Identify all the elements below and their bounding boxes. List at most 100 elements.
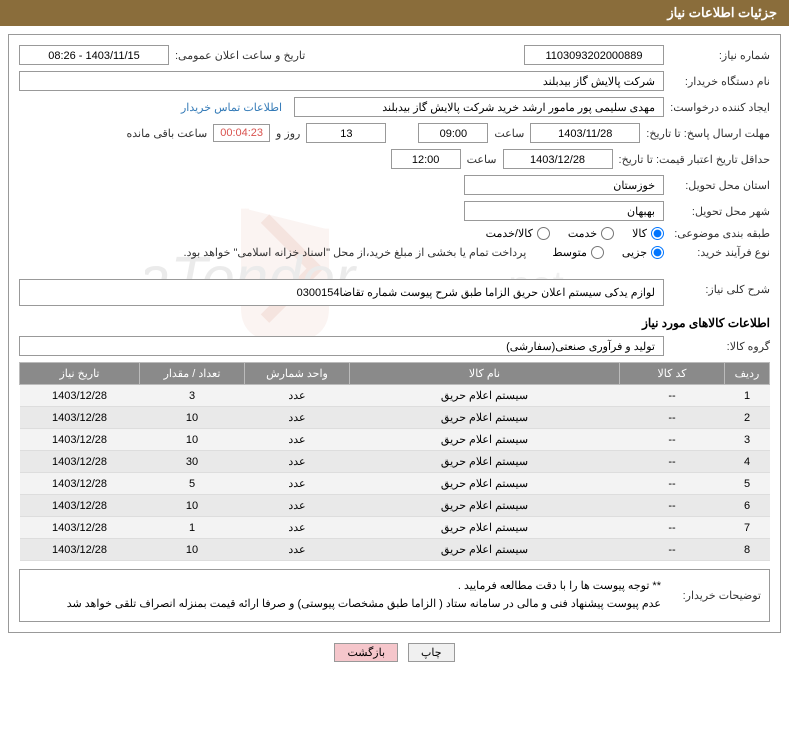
remaining-label: ساعت باقی مانده <box>126 127 207 140</box>
goods-group-value: تولید و فرآوری صنعتی(سفارشی) <box>19 336 664 356</box>
table-cell: -- <box>620 451 725 473</box>
table-cell: عدد <box>245 539 350 561</box>
goods-info-title: اطلاعات کالاهای مورد نیاز <box>19 316 770 330</box>
table-row: 7--سیستم اعلام حریقعدد11403/12/28 <box>20 517 770 539</box>
table-cell: 1403/12/28 <box>20 407 140 429</box>
public-datetime-label: تاریخ و ساعت اعلان عمومی: <box>175 49 305 62</box>
process-option[interactable]: جزیی <box>622 246 664 259</box>
buyer-contact-link[interactable]: اطلاعات تماس خریدار <box>181 101 282 114</box>
table-cell: 5 <box>140 473 245 495</box>
response-time-value: 09:00 <box>418 123 488 143</box>
table-cell: 1403/12/28 <box>20 539 140 561</box>
process-radio-group: جزیی متوسط <box>552 246 664 259</box>
table-row: 6--سیستم اعلام حریقعدد101403/12/28 <box>20 495 770 517</box>
table-cell: -- <box>620 473 725 495</box>
table-cell: 1403/12/28 <box>20 473 140 495</box>
table-cell: -- <box>620 407 725 429</box>
process-label: نوع فرآیند خرید: <box>670 246 770 259</box>
table-cell: عدد <box>245 495 350 517</box>
city-value: بهبهان <box>464 201 664 221</box>
province-label: استان محل تحویل: <box>670 179 770 192</box>
table-cell: 1403/12/28 <box>20 385 140 407</box>
goods-table: ردیفکد کالانام کالاواحد شمارشتعداد / مقد… <box>19 362 770 561</box>
table-row: 5--سیستم اعلام حریقعدد51403/12/28 <box>20 473 770 495</box>
table-cell: 2 <box>725 407 770 429</box>
table-cell: 4 <box>725 451 770 473</box>
table-cell: سیستم اعلام حریق <box>350 495 620 517</box>
process-option[interactable]: متوسط <box>552 246 604 259</box>
category-label: طبقه بندی موضوعی: <box>670 227 770 240</box>
back-button[interactable]: بازگشت <box>334 643 398 662</box>
table-cell: 1 <box>140 517 245 539</box>
days-and-label: روز و <box>276 127 300 140</box>
table-cell: 1403/12/28 <box>20 429 140 451</box>
category-option[interactable]: کالا/خدمت <box>486 227 550 240</box>
table-cell: 3 <box>725 429 770 451</box>
table-cell: عدد <box>245 429 350 451</box>
category-option[interactable]: خدمت <box>568 227 614 240</box>
table-row: 1--سیستم اعلام حریقعدد31403/12/28 <box>20 385 770 407</box>
table-cell: -- <box>620 539 725 561</box>
requester-label: ایجاد کننده درخواست: <box>670 101 770 114</box>
table-header: واحد شمارش <box>245 363 350 385</box>
table-cell: 8 <box>725 539 770 561</box>
table-cell: 1403/12/28 <box>20 495 140 517</box>
table-cell: سیستم اعلام حریق <box>350 451 620 473</box>
table-cell: عدد <box>245 385 350 407</box>
table-row: 4--سیستم اعلام حریقعدد301403/12/28 <box>20 451 770 473</box>
price-validity-label: حداقل تاریخ اعتبار قیمت: تا تاریخ: <box>619 153 770 166</box>
table-cell: سیستم اعلام حریق <box>350 429 620 451</box>
days-left-value: 13 <box>306 123 386 143</box>
province-value: خوزستان <box>464 175 664 195</box>
table-cell: -- <box>620 495 725 517</box>
table-cell: 30 <box>140 451 245 473</box>
need-no-label: شماره نیاز: <box>670 49 770 62</box>
table-cell: 1403/12/28 <box>20 451 140 473</box>
table-cell: سیستم اعلام حریق <box>350 517 620 539</box>
price-date-value: 1403/12/28 <box>503 149 613 169</box>
table-cell: سیستم اعلام حریق <box>350 473 620 495</box>
buyer-notes-label: توضیحات خریدار: <box>671 589 761 602</box>
table-cell: 10 <box>140 539 245 561</box>
table-cell: 10 <box>140 407 245 429</box>
overall-desc-label: شرح کلی نیاز: <box>670 279 770 296</box>
goods-group-label: گروه کالا: <box>670 340 770 353</box>
table-cell: -- <box>620 385 725 407</box>
table-cell: عدد <box>245 451 350 473</box>
table-cell: عدد <box>245 517 350 539</box>
need-no-value: 1103093202000889 <box>524 45 664 65</box>
page-title-bar: جزئیات اطلاعات نیاز <box>0 0 789 26</box>
table-row: 2--سیستم اعلام حریقعدد101403/12/28 <box>20 407 770 429</box>
table-cell: 7 <box>725 517 770 539</box>
table-cell: -- <box>620 429 725 451</box>
category-radio-group: کالا خدمت کالا/خدمت <box>486 227 664 240</box>
table-cell: سیستم اعلام حریق <box>350 385 620 407</box>
time-label-1: ساعت <box>494 127 524 140</box>
table-cell: عدد <box>245 473 350 495</box>
table-cell: 3 <box>140 385 245 407</box>
table-header: کد کالا <box>620 363 725 385</box>
table-cell: عدد <box>245 407 350 429</box>
content-panel: شماره نیاز: 1103093202000889 تاریخ و ساع… <box>8 34 781 633</box>
time-label-2: ساعت <box>467 153 497 166</box>
table-cell: سیستم اعلام حریق <box>350 407 620 429</box>
table-header: نام کالا <box>350 363 620 385</box>
print-button[interactable]: چاپ <box>408 643 455 662</box>
table-cell: 10 <box>140 495 245 517</box>
response-deadline-label: مهلت ارسال پاسخ: تا تاریخ: <box>646 127 770 140</box>
table-header: تاریخ نیاز <box>20 363 140 385</box>
response-date-value: 1403/11/28 <box>530 123 640 143</box>
table-header: تعداد / مقدار <box>140 363 245 385</box>
overall-desc-value: لوازم یدکی سیستم اعلان حریق الزاما طبق ش… <box>19 279 664 306</box>
price-time-value: 12:00 <box>391 149 461 169</box>
table-cell: 6 <box>725 495 770 517</box>
buyer-notes-text: ** توجه پیوست ها را با دقت مطالعه فرمایی… <box>28 578 661 613</box>
buyer-org-value: شرکت پالایش گاز بیدبلند <box>19 71 664 91</box>
table-cell: 1 <box>725 385 770 407</box>
table-header: ردیف <box>725 363 770 385</box>
table-cell: سیستم اعلام حریق <box>350 539 620 561</box>
table-cell: 5 <box>725 473 770 495</box>
city-label: شهر محل تحویل: <box>670 205 770 218</box>
table-row: 3--سیستم اعلام حریقعدد101403/12/28 <box>20 429 770 451</box>
category-option[interactable]: کالا <box>632 227 664 240</box>
